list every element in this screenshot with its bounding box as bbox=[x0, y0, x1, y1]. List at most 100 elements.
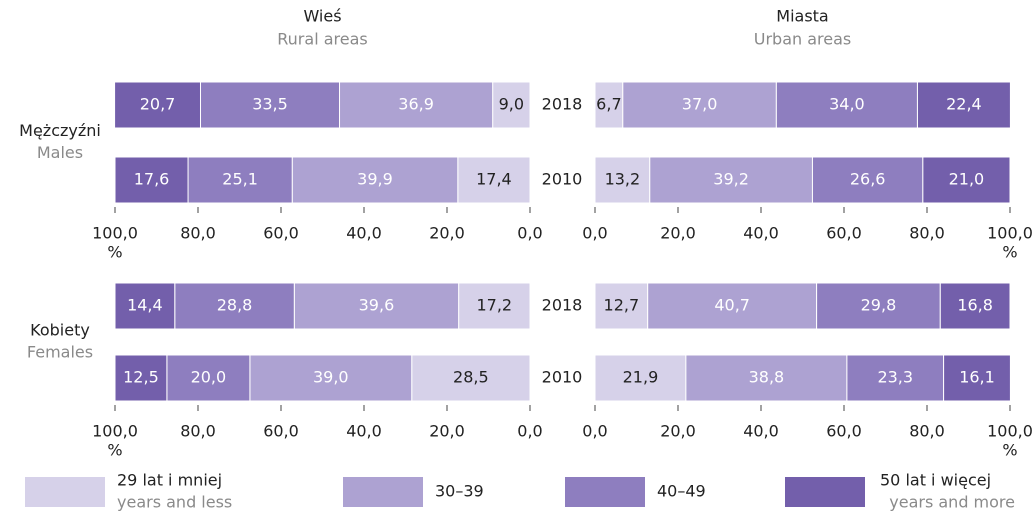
column-title: Miasta bbox=[776, 7, 828, 26]
x-axis-label: % bbox=[107, 243, 122, 262]
x-tick-label: 60,0 bbox=[263, 224, 299, 243]
value-label: 36,9 bbox=[398, 95, 434, 114]
value-label: 17,6 bbox=[134, 170, 170, 189]
column-subtitle: Urban areas bbox=[754, 30, 852, 49]
legend-label: 29 lat i mniej bbox=[117, 471, 222, 490]
bar-segment bbox=[594, 282, 649, 330]
value-label: 6,7 bbox=[596, 95, 621, 114]
value-label: 20,7 bbox=[140, 95, 176, 114]
category-label: 2010 bbox=[542, 170, 583, 189]
value-label: 12,5 bbox=[123, 368, 159, 387]
legend-label: 50 lat i więcej bbox=[880, 471, 991, 490]
legend-sublabel: years and more bbox=[889, 493, 1015, 512]
value-label: 16,1 bbox=[959, 368, 995, 387]
bar-segment bbox=[647, 282, 818, 330]
bar-segment bbox=[943, 354, 1011, 402]
value-label: 20,0 bbox=[191, 368, 227, 387]
x-tick-label: 0,0 bbox=[582, 224, 607, 243]
bar-segment bbox=[457, 156, 531, 204]
value-label: 34,0 bbox=[829, 95, 865, 114]
legend-swatch bbox=[343, 477, 423, 507]
x-tick-label: 40,0 bbox=[346, 224, 382, 243]
value-label: 12,7 bbox=[604, 296, 640, 315]
bar-segment bbox=[187, 156, 293, 204]
category-label: 2018 bbox=[542, 296, 583, 315]
x-axis-label: % bbox=[107, 441, 122, 460]
bar-segment bbox=[114, 282, 176, 330]
value-label: 16,8 bbox=[957, 296, 993, 315]
row-subtitle: Females bbox=[27, 343, 93, 362]
x-tick-label: 60,0 bbox=[826, 224, 862, 243]
bar-segment bbox=[594, 156, 651, 204]
bar-segment bbox=[249, 354, 413, 402]
value-label: 33,5 bbox=[252, 95, 288, 114]
bar-segment bbox=[291, 156, 459, 204]
x-tick-label: 0,0 bbox=[582, 422, 607, 441]
value-label: 26,6 bbox=[850, 170, 886, 189]
bar-segment bbox=[339, 81, 494, 129]
legend-label: 30–39 bbox=[435, 482, 484, 501]
bar-segment bbox=[939, 282, 1011, 330]
bar-segment bbox=[166, 354, 251, 402]
value-label: 28,5 bbox=[453, 368, 489, 387]
x-tick-label: 100,0 bbox=[92, 224, 138, 243]
bar-segment bbox=[622, 81, 777, 129]
x-tick-label: 40,0 bbox=[743, 224, 779, 243]
legend-swatch bbox=[565, 477, 645, 507]
value-label: 22,4 bbox=[946, 95, 982, 114]
x-tick-label: 100,0 bbox=[987, 224, 1033, 243]
x-tick-label: 80,0 bbox=[180, 224, 216, 243]
value-label: 39,2 bbox=[713, 170, 749, 189]
legend-swatch bbox=[785, 477, 865, 507]
value-label: 40,7 bbox=[714, 296, 750, 315]
value-label: 21,9 bbox=[623, 368, 659, 387]
x-tick-label: 60,0 bbox=[826, 422, 862, 441]
value-label: 39,9 bbox=[357, 170, 393, 189]
bar-segment bbox=[816, 282, 941, 330]
bar-segment bbox=[293, 282, 460, 330]
bar-segment bbox=[846, 354, 945, 402]
legend-label: 40–49 bbox=[657, 482, 706, 501]
bar-segment bbox=[922, 156, 1011, 204]
x-tick-label: 80,0 bbox=[180, 422, 216, 441]
x-tick-label: 100,0 bbox=[987, 422, 1033, 441]
value-label: 29,8 bbox=[861, 296, 897, 315]
column-title: Wieś bbox=[303, 7, 341, 26]
x-tick-label: 80,0 bbox=[909, 224, 945, 243]
value-label: 38,8 bbox=[749, 368, 785, 387]
x-axis-label: % bbox=[1002, 243, 1017, 262]
x-tick-label: 0,0 bbox=[517, 224, 542, 243]
x-tick-label: 60,0 bbox=[263, 422, 299, 441]
value-label: 17,2 bbox=[476, 296, 512, 315]
bar-segment bbox=[649, 156, 813, 204]
bar-segment bbox=[916, 81, 1011, 129]
value-label: 28,8 bbox=[217, 296, 253, 315]
bar-segment bbox=[458, 282, 531, 330]
bar-segment bbox=[411, 354, 531, 402]
row-subtitle: Males bbox=[37, 143, 83, 162]
category-label: 2018 bbox=[542, 95, 583, 114]
x-tick-label: 80,0 bbox=[909, 422, 945, 441]
column-subtitle: Rural areas bbox=[277, 30, 367, 49]
x-tick-label: 0,0 bbox=[517, 422, 542, 441]
x-tick-label: 20,0 bbox=[429, 422, 465, 441]
category-label: 2010 bbox=[542, 368, 583, 387]
row-title: Kobiety bbox=[30, 321, 90, 340]
x-tick-label: 20,0 bbox=[429, 224, 465, 243]
value-label: 39,0 bbox=[313, 368, 349, 387]
bar-segment bbox=[114, 156, 189, 204]
value-label: 23,3 bbox=[877, 368, 913, 387]
bar-segment bbox=[775, 81, 918, 129]
value-label: 37,0 bbox=[682, 95, 718, 114]
value-label: 9,0 bbox=[499, 95, 524, 114]
bar-segment bbox=[174, 282, 295, 330]
value-label: 14,4 bbox=[127, 296, 163, 315]
value-label: 13,2 bbox=[605, 170, 641, 189]
bar-segment bbox=[114, 81, 201, 129]
bar-segment bbox=[594, 81, 624, 129]
x-tick-label: 100,0 bbox=[92, 422, 138, 441]
bar-segment bbox=[114, 354, 168, 402]
x-tick-label: 20,0 bbox=[660, 224, 696, 243]
bar-segment bbox=[594, 354, 687, 402]
